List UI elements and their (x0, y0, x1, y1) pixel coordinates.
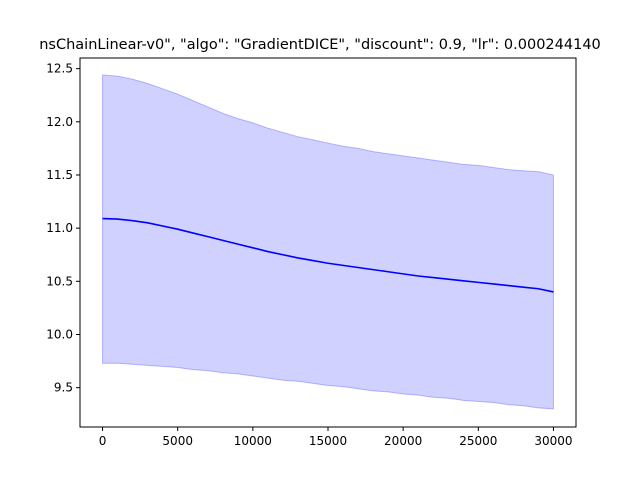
y-tick-label: 10.5 (46, 274, 73, 288)
y-axis: 9.5 10.0 10.5 11.0 11.5 12.0 12.5 (46, 62, 80, 395)
mean-line (102, 217, 554, 293)
x-tick-label: 25000 (459, 434, 497, 448)
x-tick-label: 20000 (384, 434, 422, 448)
confidence-band (102, 74, 554, 410)
x-tick-label: 10000 (234, 434, 272, 448)
x-tick-label: 30000 (534, 434, 572, 448)
y-tick-label: 10.0 (46, 327, 73, 341)
confidence-band-layer (102, 74, 554, 410)
x-axis: 0 5000 10000 15000 20000 25000 30000 (99, 427, 573, 448)
plot-area (80, 58, 576, 427)
x-tick-label: 15000 (309, 434, 347, 448)
y-tick-label: 12.0 (46, 115, 73, 129)
y-tick-label: 9.5 (54, 381, 73, 395)
y-tick-label: 11.0 (46, 221, 73, 235)
chart-title: nsChainLinear-v0", "algo": "GradientDICE… (39, 37, 601, 53)
y-tick-label: 12.5 (46, 62, 73, 76)
mean-line-layer (102, 217, 554, 293)
x-tick-label: 0 (99, 434, 107, 448)
x-tick-label: 5000 (162, 434, 193, 448)
y-tick-label: 11.5 (46, 168, 73, 182)
